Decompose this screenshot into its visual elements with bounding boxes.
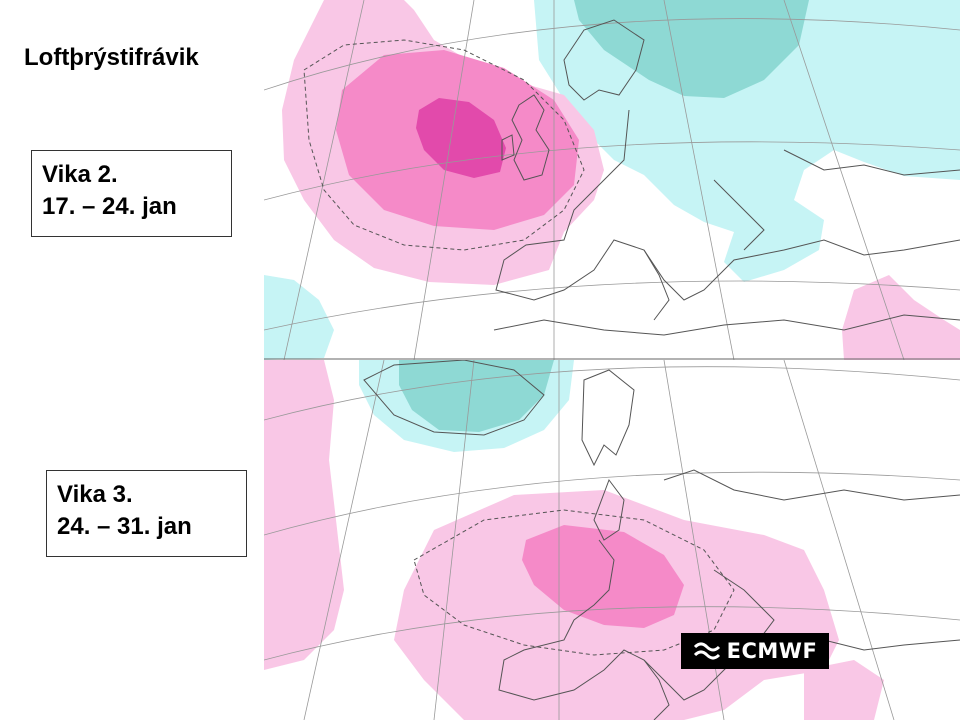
zero-contour-dashed <box>413 509 735 656</box>
week-2-dates: 17. – 24. jan <box>42 193 177 220</box>
positive-anomaly-light-region-east <box>842 275 960 360</box>
anomaly-map-week-2 <box>264 0 960 360</box>
positive-anomaly-light-region-west <box>264 360 344 670</box>
graticule-lines <box>264 360 960 720</box>
ecmwf-swirl-icon <box>693 642 720 660</box>
negative-anomaly-light-region-west <box>264 275 334 360</box>
week-3-label-box: Vika 3. 24. – 31. jan <box>46 470 247 557</box>
positive-anomaly-medium-region <box>522 525 684 628</box>
week-2-label: Vika 2. <box>42 161 118 188</box>
ecmwf-logo-text: ECMWF <box>726 639 818 663</box>
zero-contour-dashed <box>303 39 585 251</box>
ecmwf-logo: ECMWF <box>681 633 829 669</box>
anomaly-map-week-3 <box>264 360 960 720</box>
page-title: Loftþrýstifrávik <box>24 44 199 71</box>
week-3-label: Vika 3. <box>57 481 133 508</box>
graticule-lines <box>264 0 960 360</box>
week-3-dates: 24. – 31. jan <box>57 513 192 540</box>
coastlines <box>493 19 960 336</box>
negative-anomaly-medium-region <box>399 360 554 432</box>
negative-anomaly-medium-region <box>574 0 809 98</box>
week-2-label-box: Vika 2. 17. – 24. jan <box>31 150 232 237</box>
positive-anomaly-light-region-east <box>804 660 884 720</box>
